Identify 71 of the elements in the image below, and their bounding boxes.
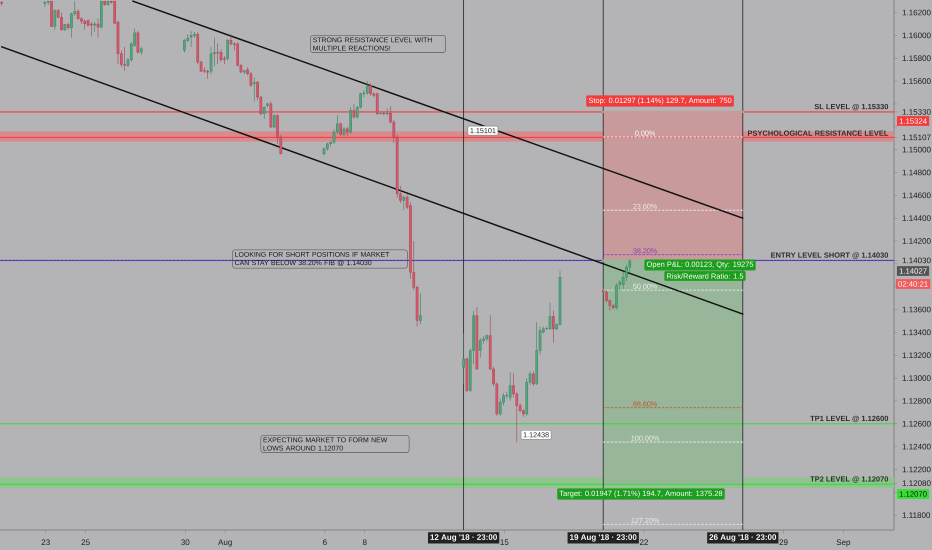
x-tick-label: 6 xyxy=(323,539,327,546)
y-tick-label: 1.12800 xyxy=(902,398,931,404)
candlestick xyxy=(552,310,555,343)
candlestick xyxy=(90,21,93,37)
y-tick-label: 1.14200 xyxy=(902,238,931,244)
candlestick xyxy=(402,195,406,210)
candlestick xyxy=(183,38,186,53)
candlestick xyxy=(190,30,192,48)
x-tick-label: Aug xyxy=(218,539,232,547)
y-tick-label: 1.14600 xyxy=(902,192,931,198)
ref-line-label: 26 Aug '18 · 23:00 xyxy=(709,534,776,542)
y-tick-label: 1.12400 xyxy=(902,444,931,450)
candlestick xyxy=(226,38,229,61)
x-tick-label: 25 xyxy=(82,539,90,546)
y-tick-label: 1.13400 xyxy=(902,330,931,336)
candlestick xyxy=(83,19,86,30)
candlestick xyxy=(96,18,100,38)
candlestick xyxy=(252,77,256,102)
y-tick-label: 1.12080 xyxy=(902,480,931,486)
candlestick xyxy=(60,12,63,32)
x-tick-label: 15 xyxy=(500,539,508,545)
candlestick xyxy=(262,106,266,120)
ref-line-label: 12 Aug '18 · 23:00 xyxy=(430,534,497,542)
candlestick xyxy=(346,126,349,136)
candlestick xyxy=(272,114,276,128)
candlestick xyxy=(508,372,512,402)
candlestick xyxy=(216,43,219,64)
y-tick-label: 1.15330 xyxy=(902,109,931,115)
y-tick-label: 1.12600 xyxy=(902,420,931,427)
y-tick-label: 1.12200 xyxy=(902,466,931,472)
y-tick-label: 1.15600 xyxy=(902,78,931,84)
candlestick xyxy=(54,8,56,30)
x-tick-label: 30 xyxy=(181,539,190,546)
candlestick xyxy=(419,293,422,325)
ref-line-label: 19 Aug '18 · 23:00 xyxy=(570,534,636,542)
candlestick xyxy=(76,8,80,20)
y-tick-label: 1.11800 xyxy=(902,512,930,518)
candlestick xyxy=(369,83,372,96)
candlestick xyxy=(478,338,482,358)
y-tick-label: 1.14800 xyxy=(902,170,931,176)
x-tick-label: 23 xyxy=(42,539,50,546)
candlestick xyxy=(615,282,618,310)
y-tick-label: 1.16000 xyxy=(902,32,931,38)
candlestick xyxy=(532,370,535,386)
y-tick-label: 1.15800 xyxy=(902,55,931,62)
y-tick-label: 1.14030 xyxy=(902,258,931,264)
y-tick-label: 1.13000 xyxy=(902,375,931,381)
candlestick xyxy=(123,46,126,72)
x-tick-label: 22 xyxy=(640,539,648,545)
candlestick xyxy=(548,302,552,330)
y-tick-label: 1.13600 xyxy=(902,306,931,312)
candlestick xyxy=(250,72,252,88)
candlestick xyxy=(339,122,342,136)
candlestick xyxy=(462,333,465,384)
y-tick-label: 1.15107 xyxy=(902,134,931,140)
candlestick xyxy=(342,126,346,136)
candlestick xyxy=(136,30,140,54)
candlestick xyxy=(270,101,272,128)
candlestick xyxy=(352,104,356,120)
y-tick-label: 1.15000 xyxy=(902,146,931,152)
y-tick-label: 1.13200 xyxy=(902,352,931,358)
candlestick xyxy=(93,21,96,32)
x-tick-label: 8 xyxy=(362,539,367,546)
y-tick-label: 1.14400 xyxy=(902,215,931,221)
x-tick-label: 29 xyxy=(779,539,788,546)
candlestick xyxy=(376,92,379,116)
candlestick xyxy=(366,80,369,96)
y-tick-label: 1.16200 xyxy=(902,10,931,16)
x-tick-label: Sep xyxy=(836,539,850,547)
candlestick xyxy=(349,107,352,134)
candlestick xyxy=(206,69,210,80)
